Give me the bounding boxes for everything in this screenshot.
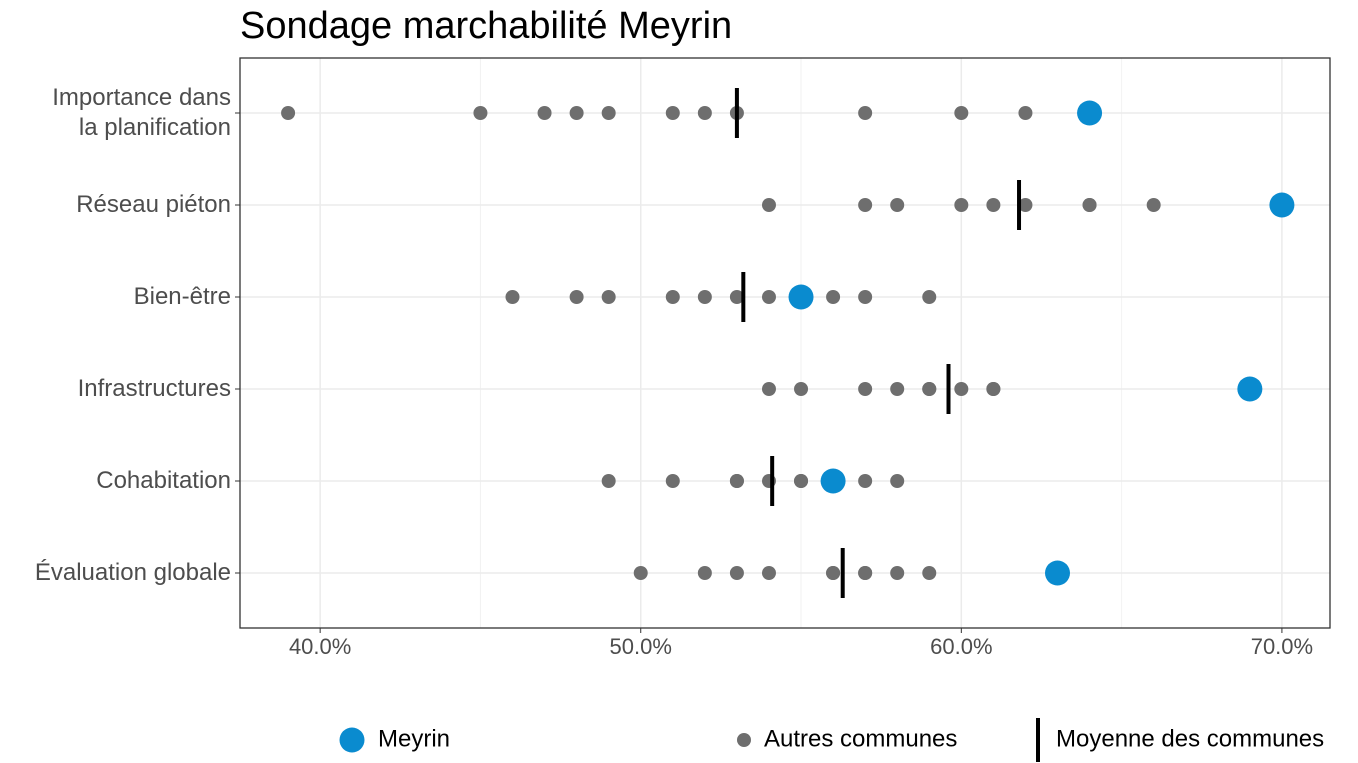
meyrin-dot: [1077, 100, 1103, 126]
plot-border: [239, 57, 1331, 629]
y-tick-label: Évaluation globale: [34, 559, 231, 586]
other-dot: [601, 106, 616, 120]
other-dot: [954, 382, 969, 396]
meyrin-dot: [1269, 192, 1295, 218]
other-dot: [890, 382, 905, 396]
other-dot: [697, 106, 712, 120]
mean-bar: [946, 364, 951, 414]
x-tick-label: 40.0%: [289, 634, 351, 659]
chart-title: Sondage marchabilité Meyrin: [240, 5, 732, 47]
other-dot: [505, 290, 520, 304]
other-dot: [794, 382, 809, 396]
other-dot: [473, 106, 488, 120]
legend-swatch: [339, 727, 365, 753]
other-dot: [665, 474, 680, 488]
other-dot: [794, 474, 809, 488]
legend-label: Autres communes: [764, 725, 957, 752]
y-tick-label: Infrastructures: [77, 375, 231, 402]
other-dot: [858, 566, 873, 580]
other-dot: [281, 106, 296, 120]
other-dot: [922, 290, 937, 304]
x-tick-label: 70.0%: [1251, 634, 1313, 659]
other-dot: [569, 290, 584, 304]
legend-label: Moyenne des communes: [1056, 725, 1324, 752]
other-dot: [954, 106, 969, 120]
x-tick-label: 60.0%: [930, 634, 992, 659]
x-tick-label: 50.0%: [610, 634, 672, 659]
other-dot: [858, 198, 873, 212]
other-dot: [986, 382, 1001, 396]
mean-bar: [770, 456, 775, 506]
other-dot: [1018, 106, 1033, 120]
other-dot: [665, 290, 680, 304]
legend-label: Meyrin: [378, 725, 450, 752]
meyrin-dot: [1045, 560, 1070, 586]
other-dot: [761, 198, 776, 212]
other-dot: [601, 290, 616, 304]
other-dot: [761, 290, 776, 304]
legend-swatch: [737, 733, 751, 747]
other-dot: [729, 474, 744, 488]
other-dot: [569, 106, 584, 120]
other-dot: [858, 474, 873, 488]
other-dot: [1146, 198, 1161, 212]
y-tick-label: Réseau piéton: [76, 191, 231, 218]
other-dot: [890, 566, 905, 580]
mean-bar: [741, 272, 746, 322]
meyrin-dot: [788, 284, 814, 310]
other-dot: [986, 198, 1001, 212]
other-dot: [858, 106, 873, 120]
other-dot: [697, 290, 712, 304]
other-dot: [761, 382, 776, 396]
other-dot: [922, 566, 937, 580]
other-dot: [601, 474, 616, 488]
other-dot: [858, 382, 873, 396]
meyrin-dot: [820, 468, 846, 494]
other-dot: [1082, 198, 1097, 212]
other-dot: [954, 198, 969, 212]
other-dot: [633, 566, 648, 580]
mean-bar: [840, 548, 845, 598]
other-dot: [761, 566, 776, 580]
other-dot: [922, 382, 937, 396]
other-dot: [729, 290, 744, 304]
meyrin-dot: [1237, 376, 1263, 402]
other-dot: [537, 106, 552, 120]
other-dot: [858, 290, 873, 304]
other-dot: [665, 106, 680, 120]
mean-bar: [1017, 180, 1022, 230]
other-dot: [697, 566, 712, 580]
y-tick-label: Bien-être: [133, 283, 231, 310]
other-dot: [729, 566, 744, 580]
other-dot: [826, 290, 841, 304]
y-tick-label: Cohabitation: [96, 467, 231, 494]
other-dot: [890, 198, 905, 212]
mean-bar: [734, 88, 739, 138]
other-dot: [1018, 198, 1033, 212]
y-tick-label: Importance dans la planification: [52, 84, 231, 141]
other-dot: [890, 474, 905, 488]
legend-swatch: [1036, 718, 1040, 762]
other-dot: [826, 566, 841, 580]
